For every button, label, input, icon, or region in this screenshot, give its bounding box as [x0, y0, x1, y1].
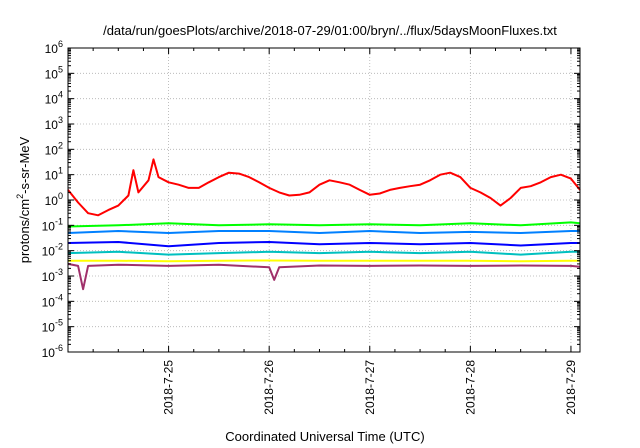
y-tick-label: 103	[45, 115, 63, 132]
x-tick-label: 2018-7-28	[463, 360, 477, 415]
x-axis: 2018-7-25 2018-7-26 2018-7-27 2018-7-28 2018…	[92, 48, 578, 415]
series-line-1	[67, 158, 581, 217]
x-tick-label: 2018-7-29	[564, 360, 578, 415]
y-tick-label: 101	[45, 166, 63, 183]
series-line-6	[68, 259, 580, 263]
x-tick-label: 2018-7-27	[363, 360, 377, 415]
y-tick-label: 10-2	[42, 242, 63, 259]
chart-title: /data/run/goesPlots/archive/2018-07-29/0…	[103, 23, 557, 38]
series-line-4	[67, 241, 580, 248]
x-axis-label: Coordinated Universal Time (UTC)	[225, 429, 424, 444]
y-tick-label: 10-1	[42, 216, 63, 233]
y-tick-label: 10-6	[42, 343, 63, 360]
y-tick-label: 100	[45, 191, 63, 208]
series-group	[67, 158, 581, 291]
y-tick-label: 105	[45, 64, 63, 81]
series-line-3	[67, 230, 580, 234]
series-line-5	[67, 250, 580, 256]
series-line-7	[67, 262, 581, 291]
y-tick-label: 102	[45, 140, 63, 157]
y-tick-label: 10-5	[42, 318, 63, 335]
y-tick-label: 10-4	[42, 292, 63, 309]
x-tick-label: 2018-7-26	[262, 360, 276, 415]
y-axis-label-post: -s-sr-MeV	[17, 136, 32, 193]
x-tick-label: 2018-7-25	[162, 360, 176, 415]
grid	[68, 48, 580, 352]
y-axis-label-pre: protons/cm	[17, 199, 32, 263]
y-tick-label: 106	[45, 39, 63, 56]
y-tick-label: 10-3	[42, 267, 63, 284]
series-line-2	[67, 221, 581, 228]
y-axis-label-sup: 2	[15, 194, 25, 199]
y-tick-label: 104	[45, 90, 63, 107]
y-axis-label: protons/cm2-s-sr-MeV	[15, 136, 32, 263]
y-axis: 10-6 10-5 10-4 10-3 10-2 10-1 100 101 102 103 104 1…	[42, 39, 580, 360]
